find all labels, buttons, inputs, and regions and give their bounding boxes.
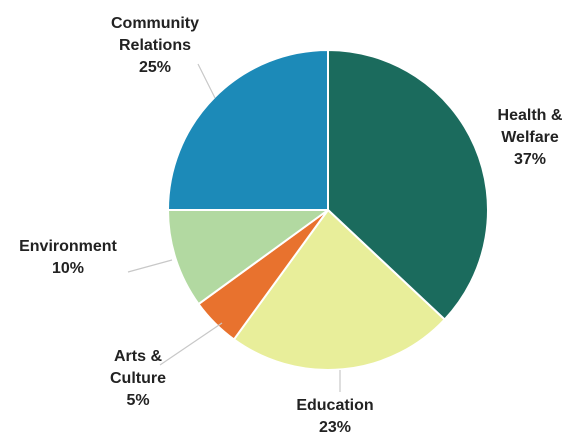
slice-name-community-relations: Community [111, 15, 199, 32]
pie-slice-education [232, 209, 446, 371]
slice-percent-education: 23% [319, 419, 351, 435]
slice-label-health-welfare: Health & Welfare 37% [498, 107, 563, 168]
slice-name-education: Education [296, 397, 373, 414]
slice-label-environment: Environment 10% [19, 238, 117, 277]
slice-name-health-welfare: Health & [498, 107, 563, 124]
slice-label-education: Education 23% [296, 397, 373, 435]
slice-name-arts-culture: Culture [110, 370, 166, 387]
slice-percent-health-welfare: 37% [514, 151, 546, 168]
pie-slice-community-relations [167, 49, 329, 211]
slice-name-health-welfare: Welfare [501, 129, 559, 146]
slice-percent-arts-culture: 5% [126, 392, 149, 409]
pie-slice-health-welfare [327, 49, 489, 321]
slice-name-environment: Environment [19, 238, 117, 255]
slice-percent-community-relations: 25% [139, 59, 171, 76]
slice-percent-environment: 10% [52, 260, 84, 277]
slice-name-arts-culture: Arts & [114, 348, 162, 365]
leader-line-community-relations [197, 63, 216, 99]
slice-label-community-relations: Community Relations 25% [111, 15, 199, 76]
leader-line-arts-culture [159, 322, 223, 366]
leader-line-environment [127, 259, 173, 273]
slice-name-community-relations: Relations [119, 37, 191, 54]
pie-slice-environment [167, 209, 329, 306]
slice-label-arts-culture: Arts & Culture 5% [110, 348, 166, 409]
